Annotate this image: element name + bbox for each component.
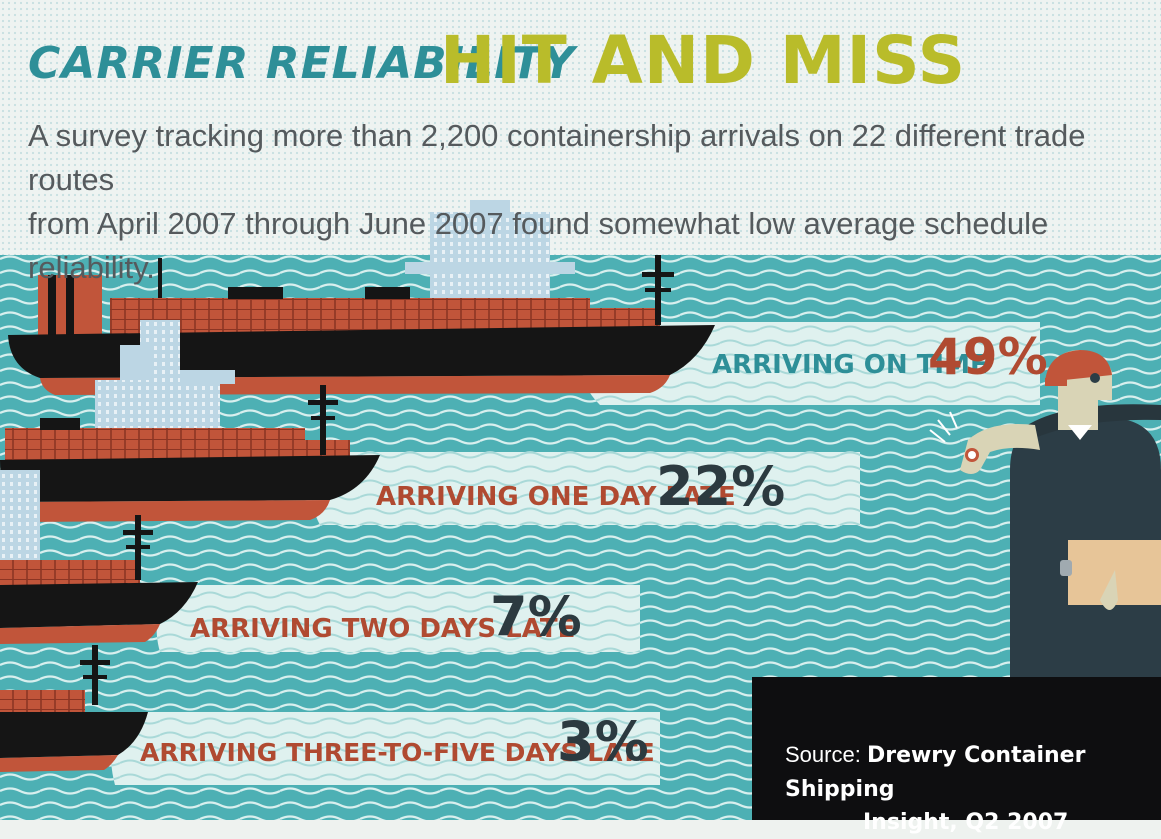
illustration-canvas bbox=[0, 0, 1161, 820]
subtitle-line-2: from April 2007 through June 2007 found … bbox=[28, 206, 1049, 285]
subtitle: A survey tracking more than 2,200 contai… bbox=[28, 114, 1148, 290]
worker-figure bbox=[929, 350, 1161, 720]
title-hit-and-miss: HIT AND MISS bbox=[440, 22, 967, 99]
source-note: Source: Drewry Container Shipping Insigh… bbox=[785, 738, 1161, 839]
row-label-two-days-late: ARRIVING TWO DAYS LATE bbox=[190, 614, 576, 644]
row-label-three-to-five-days-late: ARRIVING THREE-TO-FIVE DAYS LATE bbox=[140, 738, 655, 767]
row-value-on-time: 49% bbox=[928, 328, 1048, 386]
row-value-two-days-late: 7% bbox=[490, 585, 582, 648]
row-label-one-day-late: ARRIVING ONE DAY LATE bbox=[376, 482, 736, 512]
source-prefix: Source: bbox=[785, 742, 861, 767]
row-label-on-time: ARRIVING ON TIME bbox=[712, 350, 988, 380]
title-carrier-reliability: CARRIER RELIABILITY bbox=[28, 38, 576, 89]
row-value-three-to-five-days-late: 3% bbox=[557, 710, 649, 773]
ship-2 bbox=[0, 320, 380, 522]
row-value-one-day-late: 22% bbox=[656, 455, 786, 518]
ship-1 bbox=[8, 200, 715, 395]
source-line-1: Drewry Container Shipping bbox=[785, 743, 1086, 802]
source-line-2: Insight, Q2 2007 bbox=[863, 810, 1069, 835]
ship-4 bbox=[0, 645, 148, 772]
subtitle-line-1: A survey tracking more than 2,200 contai… bbox=[28, 118, 1086, 197]
ship-3 bbox=[0, 470, 198, 644]
